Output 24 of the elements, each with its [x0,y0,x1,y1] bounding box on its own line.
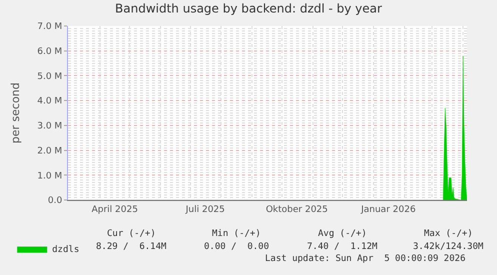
y-tick-label: 4.0 M [37,96,62,107]
y-axis-title: per second [8,82,22,144]
y-tick-label: 2.0 M [37,146,62,156]
text: Cur (-/+) [107,229,156,239]
y-tick-label: 3.0 M [37,122,62,132]
y-tick-label: 0.0 [48,196,62,206]
text: Min (-/+) [212,229,261,239]
y-tick-label: 7.0 M [37,22,62,32]
text: 0.00 / 0.00 [204,242,270,252]
x-tick-label: April 2025 [92,204,138,215]
chart-title: Bandwidth usage by backend: dzdl - by year [115,2,382,16]
text: Max (-/+) [424,229,473,239]
text: 7.40 / 1.12M [307,242,378,252]
text: Last update: Sun Apr 5 00:00:09 2026 [265,254,466,264]
text: Avg (-/+) [318,229,367,239]
x-tick-label: Januar 2026 [360,204,416,215]
x-tick-label: Oktober 2025 [266,204,328,215]
y-tick-label: 6.0 M [37,47,62,58]
y-tick-label: 5.0 M [37,72,62,82]
text: 8.29 / 6.14M [96,242,168,252]
text: 3.42k/124.30M [413,242,484,252]
x-tick-label: Juli 2025 [184,204,225,215]
y-tick-label: 1.0 M [37,171,62,182]
legend-label: dzdls [52,245,80,256]
